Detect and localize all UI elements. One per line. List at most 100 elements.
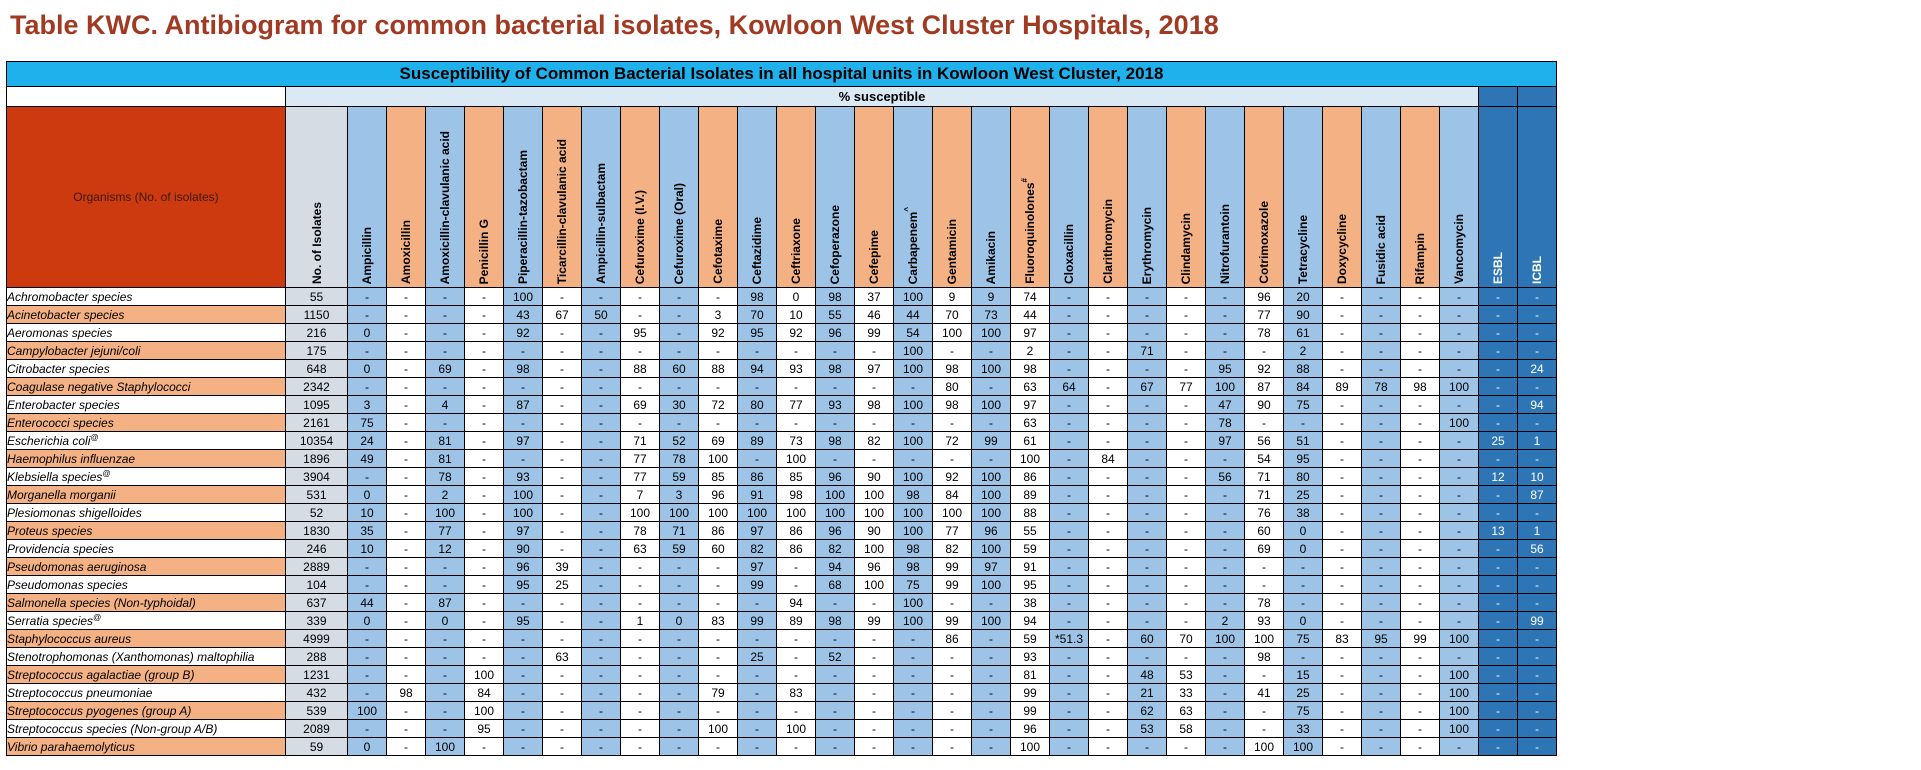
table-cell: - [542,683,582,702]
organism-name: Plesiomonas shigelloides [6,503,286,522]
table-cell: 60 [698,539,738,558]
table-cell: - [932,449,972,468]
table-cell: - [1166,395,1206,414]
table-cell: - [1478,557,1518,576]
table-cell: 0 [1283,521,1323,540]
table-cell: 100 [893,467,933,486]
table-cell: - [659,305,699,324]
organism-name: Serratia species@ [6,611,286,630]
table-cell: - [971,719,1011,738]
table-cell: 83 [1322,629,1362,648]
table-cell: - [1439,449,1479,468]
table-cell: 94 [815,557,855,576]
table-cell: - [737,719,777,738]
table-cell: 87 [425,593,465,612]
table-cell: - [1322,611,1362,630]
table-cell: - [1322,359,1362,378]
table-cell: - [1205,557,1245,576]
table-cell: - [1088,377,1128,396]
table-cell: - [1205,737,1245,756]
table-cell: - [1205,683,1245,702]
table-cell: - [464,593,504,612]
table-cell: - [1478,593,1518,612]
table-cell: 48 [1127,665,1167,684]
table-cell: - [1322,539,1362,558]
table-cell: 74 [1010,287,1050,306]
column-header: Tetracycline [1283,106,1323,288]
table-cell: 100 [1439,413,1479,432]
blank-subheader-cell [1517,86,1557,107]
column-header-label: Tetracycline [1296,214,1310,284]
column-header: Cefuroxime (I.V.) [620,106,660,288]
column-header-label: Ticarcillin-clavulanic acid [555,138,569,284]
table-row: Citrobacter species 648 0-69-98- -88 60 88 94 9… [6,359,1557,378]
table-cell: - [1127,557,1167,576]
table-cell: - [1088,647,1128,666]
table-cell: 2 [1205,611,1245,630]
organism-name: Staphylococcus aureus [6,629,286,648]
table-cell: 72 [698,395,738,414]
table-cell: - [854,341,894,360]
table-cell: 98 [1010,359,1050,378]
table-cell: - [1400,287,1440,306]
table-cell: 60 [659,359,699,378]
table-cell: 0 [347,485,387,504]
table-cell: 88 [1010,503,1050,522]
table-cell: - [1517,503,1557,522]
table-cell: - [893,701,933,720]
table-cell: 648 [285,359,348,378]
table-cell: - [1127,521,1167,540]
table-cell: - [1478,449,1518,468]
table-cell: - [1478,287,1518,306]
table-cell: - [737,593,777,612]
table-cell: 53 [1127,719,1167,738]
table-cell: - [737,665,777,684]
table-cell: - [659,683,699,702]
table-cell: - [1322,575,1362,594]
table-cell: - [659,557,699,576]
table-cell: - [581,593,621,612]
table-cell: - [1088,665,1128,684]
table-cell: *51.3 [1049,629,1089,648]
table-cell: - [1400,557,1440,576]
table-cell: - [1049,701,1089,720]
table-cell: - [1088,395,1128,414]
table-cell: - [1400,611,1440,630]
table-cell: 77 [932,521,972,540]
table-cell: - [425,629,465,648]
table-cell: - [1361,539,1401,558]
column-header-label: Ampicillin [360,226,374,284]
table-cell: - [542,413,582,432]
column-header: Vancomycin [1439,106,1479,288]
table-cell: - [1361,413,1401,432]
table-cell: - [932,683,972,702]
table-cell: - [971,629,1011,648]
table-cell: - [698,629,738,648]
table-cell: - [1439,503,1479,522]
table-cell: 70 [1166,629,1206,648]
table-cell: - [1361,557,1401,576]
table-cell: - [1322,701,1362,720]
table-cell: 98 [776,485,816,504]
table-cell: - [464,449,504,468]
table-cell: - [698,593,738,612]
table-cell: - [1439,521,1479,540]
table-cell: 67 [542,305,582,324]
table-cell: 96 [1010,719,1050,738]
table-cell: 9 [971,287,1011,306]
table-cell: 100 [464,701,504,720]
table-cell: - [1478,539,1518,558]
column-header: Doxycycline [1322,106,1362,288]
table-cell: 21 [1127,683,1167,702]
table-cell: - [620,701,660,720]
table-cell: 98 [737,287,777,306]
table-cell: 37 [854,287,894,306]
table-row: Staphylococcus aureus 4999- - - - - - - - - - - - - - -… [6,629,1557,648]
table-cell: - [1322,449,1362,468]
table-cell: - [542,521,582,540]
table-cell: - [1478,683,1518,702]
table-cell: 100 [893,503,933,522]
table-cell: 100 [1439,719,1479,738]
table-cell: - [620,593,660,612]
table-cell: - [1361,467,1401,486]
